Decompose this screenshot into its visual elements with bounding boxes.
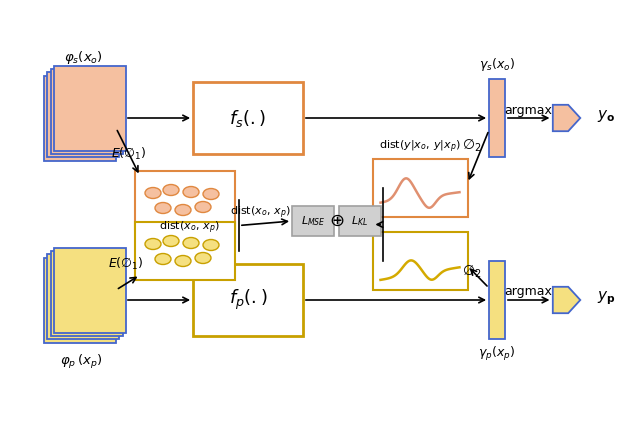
- FancyBboxPatch shape: [292, 206, 334, 236]
- Text: $\mathrm{dist}(x_o,\,x_p)$: $\mathrm{dist}(x_o,\,x_p)$: [230, 204, 291, 220]
- Ellipse shape: [155, 202, 171, 214]
- FancyBboxPatch shape: [193, 264, 303, 336]
- FancyBboxPatch shape: [489, 261, 505, 339]
- FancyBboxPatch shape: [44, 258, 116, 342]
- Polygon shape: [552, 105, 580, 131]
- Ellipse shape: [203, 188, 219, 199]
- Text: argmax: argmax: [504, 285, 552, 298]
- Text: $y_{\mathbf{o}}$: $y_{\mathbf{o}}$: [597, 108, 615, 124]
- FancyBboxPatch shape: [54, 65, 126, 151]
- Text: argmax: argmax: [504, 104, 552, 116]
- Polygon shape: [552, 287, 580, 313]
- FancyBboxPatch shape: [51, 251, 122, 336]
- Text: $\emptyset_2$: $\emptyset_2$: [462, 264, 481, 280]
- Text: $\mathrm{dist}(x_o,\,x_p)$: $\mathrm{dist}(x_o,\,x_p)$: [159, 219, 221, 236]
- Ellipse shape: [175, 205, 191, 216]
- Ellipse shape: [163, 235, 179, 247]
- FancyBboxPatch shape: [48, 254, 119, 339]
- Text: $E(\emptyset_1)$: $E(\emptyset_1)$: [111, 146, 146, 162]
- Text: $\varphi_p\,(x_p)$: $\varphi_p\,(x_p)$: [60, 353, 103, 371]
- Ellipse shape: [195, 253, 211, 264]
- Text: $L_{MSE}$: $L_{MSE}$: [300, 214, 325, 228]
- Text: $\gamma_p(x_p)$: $\gamma_p(x_p)$: [478, 345, 515, 363]
- Text: $L_{KL}$: $L_{KL}$: [352, 214, 368, 228]
- Text: $f_s(.)$: $f_s(.)$: [229, 107, 266, 128]
- Text: $f_p(.)$: $f_p(.)$: [229, 288, 267, 312]
- FancyBboxPatch shape: [54, 248, 126, 333]
- Text: $\varphi_s(x_o)$: $\varphi_s(x_o)$: [64, 48, 103, 65]
- Text: $\emptyset_2$: $\emptyset_2$: [462, 138, 481, 155]
- Ellipse shape: [175, 256, 191, 267]
- Text: $\mathrm{dist}(y|x_o,\,y|x_p)$: $\mathrm{dist}(y|x_o,\,y|x_p)$: [379, 139, 461, 155]
- FancyBboxPatch shape: [193, 82, 303, 154]
- Ellipse shape: [183, 187, 199, 197]
- Text: $y_{\mathbf{p}}$: $y_{\mathbf{p}}$: [597, 289, 616, 307]
- FancyBboxPatch shape: [339, 206, 381, 236]
- Text: $\gamma_s(x_o)$: $\gamma_s(x_o)$: [479, 56, 515, 73]
- FancyBboxPatch shape: [373, 159, 467, 217]
- FancyBboxPatch shape: [489, 79, 505, 157]
- FancyBboxPatch shape: [51, 69, 122, 154]
- FancyBboxPatch shape: [48, 72, 119, 157]
- FancyBboxPatch shape: [373, 232, 467, 290]
- Ellipse shape: [163, 184, 179, 196]
- Text: $\oplus$: $\oplus$: [329, 212, 344, 230]
- FancyBboxPatch shape: [44, 75, 116, 160]
- Ellipse shape: [145, 238, 161, 250]
- Ellipse shape: [203, 240, 219, 250]
- Ellipse shape: [155, 253, 171, 265]
- FancyBboxPatch shape: [135, 222, 235, 280]
- Ellipse shape: [195, 202, 211, 212]
- Text: $E(\emptyset_1)$: $E(\emptyset_1)$: [108, 256, 143, 272]
- FancyBboxPatch shape: [135, 171, 235, 229]
- Ellipse shape: [145, 187, 161, 199]
- Ellipse shape: [183, 238, 199, 249]
